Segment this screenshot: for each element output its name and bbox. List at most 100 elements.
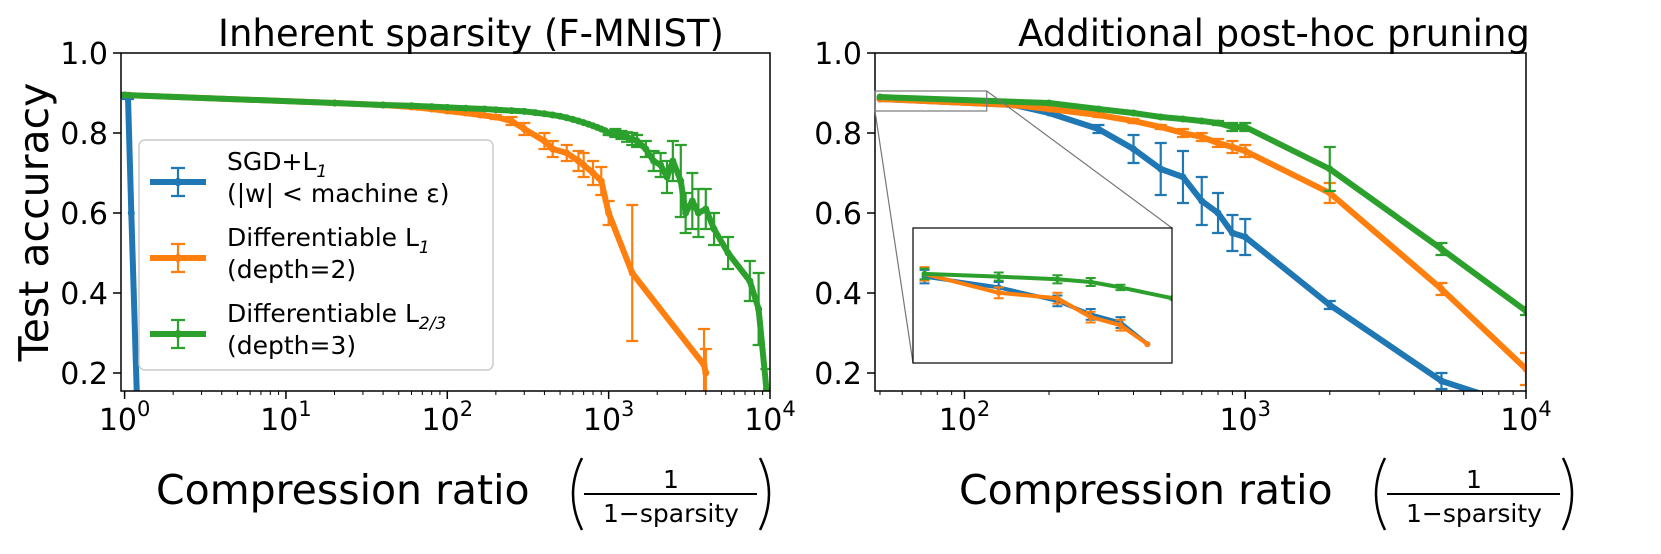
data-point <box>1326 301 1334 309</box>
data-point <box>762 385 770 391</box>
data-point <box>580 161 588 169</box>
data-point <box>663 173 671 181</box>
inset-data-point <box>1054 276 1061 283</box>
data-point <box>876 93 884 101</box>
legend-entry: SGD+L1(|w| < machine ε) <box>150 147 450 208</box>
data-point <box>1228 143 1236 151</box>
chart-title-left: Inherent sparsity (F-MNIST) <box>218 12 724 55</box>
data-point <box>1228 229 1236 237</box>
data-point <box>492 113 500 121</box>
data-point <box>605 129 613 137</box>
data-point <box>1522 365 1526 373</box>
error-bar <box>1485 393 1497 401</box>
inset-chart <box>912 227 1173 364</box>
y-tick-label: 0.2 <box>814 357 862 392</box>
plot-area <box>121 91 770 391</box>
data-point <box>597 177 605 185</box>
data-point <box>1198 133 1206 141</box>
data-point <box>549 145 557 153</box>
plot-frame <box>120 52 771 392</box>
y-tick-label: 0.8 <box>814 117 862 152</box>
data-point <box>462 104 470 112</box>
right-paren <box>758 457 771 531</box>
chart-panel-left: Inherent sparsity (F-MNIST) Compression … <box>60 12 796 531</box>
data-point <box>642 145 650 153</box>
inset-series-line <box>924 271 1149 346</box>
plot-frame <box>874 52 1527 392</box>
data-point <box>379 101 387 109</box>
legend-label: SGD+L1 <box>227 147 327 182</box>
series-line <box>879 96 1483 391</box>
series-green <box>121 91 770 391</box>
data-point <box>688 197 696 205</box>
data-point <box>443 103 451 111</box>
chart-panel-right: Additional post-hoc pruning Compression … <box>814 12 1574 531</box>
left-paren <box>571 457 584 531</box>
data-point <box>408 102 416 110</box>
data-point <box>549 111 557 119</box>
data-point <box>1045 99 1053 107</box>
legend-sublabel: (depth=2) <box>227 255 356 284</box>
data-point <box>1157 123 1165 131</box>
data-point <box>1326 165 1334 173</box>
data-point <box>1179 129 1187 137</box>
data-point <box>605 209 613 217</box>
chart-title-right: Additional post-hoc pruning <box>1018 12 1530 55</box>
legend-sublabel: (|w| < machine ε) <box>227 179 450 208</box>
data-point <box>1228 123 1236 131</box>
inset-data-point <box>1117 322 1124 329</box>
data-point <box>569 115 577 123</box>
data-point <box>1130 117 1138 125</box>
legend-entry: Differentiable L2/3(depth=3) <box>150 299 446 360</box>
x-tick-label: 103 <box>583 397 635 438</box>
data-point <box>1198 117 1206 125</box>
data-point <box>476 111 484 119</box>
x-axis-label-text: Compression ratio <box>156 466 530 514</box>
data-point <box>1094 105 1102 113</box>
y-axis-label: Test accuracy <box>10 83 58 363</box>
inset-data-point <box>1144 341 1151 348</box>
inset-data-point <box>1087 279 1094 285</box>
x-tick-label: 104 <box>1500 397 1552 438</box>
left-paren <box>1374 457 1387 531</box>
x-axis-label-text: Compression ratio <box>959 466 1333 514</box>
data-point <box>1214 139 1222 147</box>
data-point <box>428 103 436 111</box>
y-tick-label: 1.0 <box>814 37 862 72</box>
data-point <box>746 277 754 285</box>
data-point <box>657 161 665 169</box>
data-point <box>677 177 685 185</box>
data-point <box>127 209 135 217</box>
data-point <box>694 209 702 217</box>
data-point <box>702 369 710 377</box>
data-point <box>121 91 129 99</box>
data-point <box>1487 394 1494 401</box>
y-tick-label: 0.6 <box>814 197 862 232</box>
data-point <box>508 107 516 115</box>
data-point <box>1094 125 1102 133</box>
x-tick-label: 104 <box>744 397 796 438</box>
data-point <box>650 157 658 165</box>
data-point <box>1241 233 1249 241</box>
legend-swatch <box>150 166 206 198</box>
x-tick-label: 102 <box>939 397 991 438</box>
inset-data-point <box>1087 314 1094 321</box>
fraction-denominator: 1−sparsity <box>603 499 739 528</box>
y-tick-label: 0.4 <box>814 277 862 312</box>
legend-label: Differentiable L1 <box>227 223 430 258</box>
y-tick-label: 0.8 <box>60 117 108 152</box>
legend-entry: Differentiable L1(depth=2) <box>150 223 430 284</box>
data-point <box>1522 307 1526 315</box>
right-paren <box>1561 457 1574 531</box>
data-point <box>540 110 548 118</box>
fraction-numerator: 1 <box>1466 465 1482 494</box>
data-point <box>710 225 718 233</box>
data-point <box>1130 109 1138 117</box>
data-point <box>1214 209 1222 217</box>
series-blue <box>876 95 1497 401</box>
data-point <box>669 157 677 165</box>
data-point <box>628 269 636 277</box>
x-tick-label: 103 <box>1219 397 1271 438</box>
inset-data-point <box>1169 295 1172 302</box>
data-point <box>520 107 528 115</box>
